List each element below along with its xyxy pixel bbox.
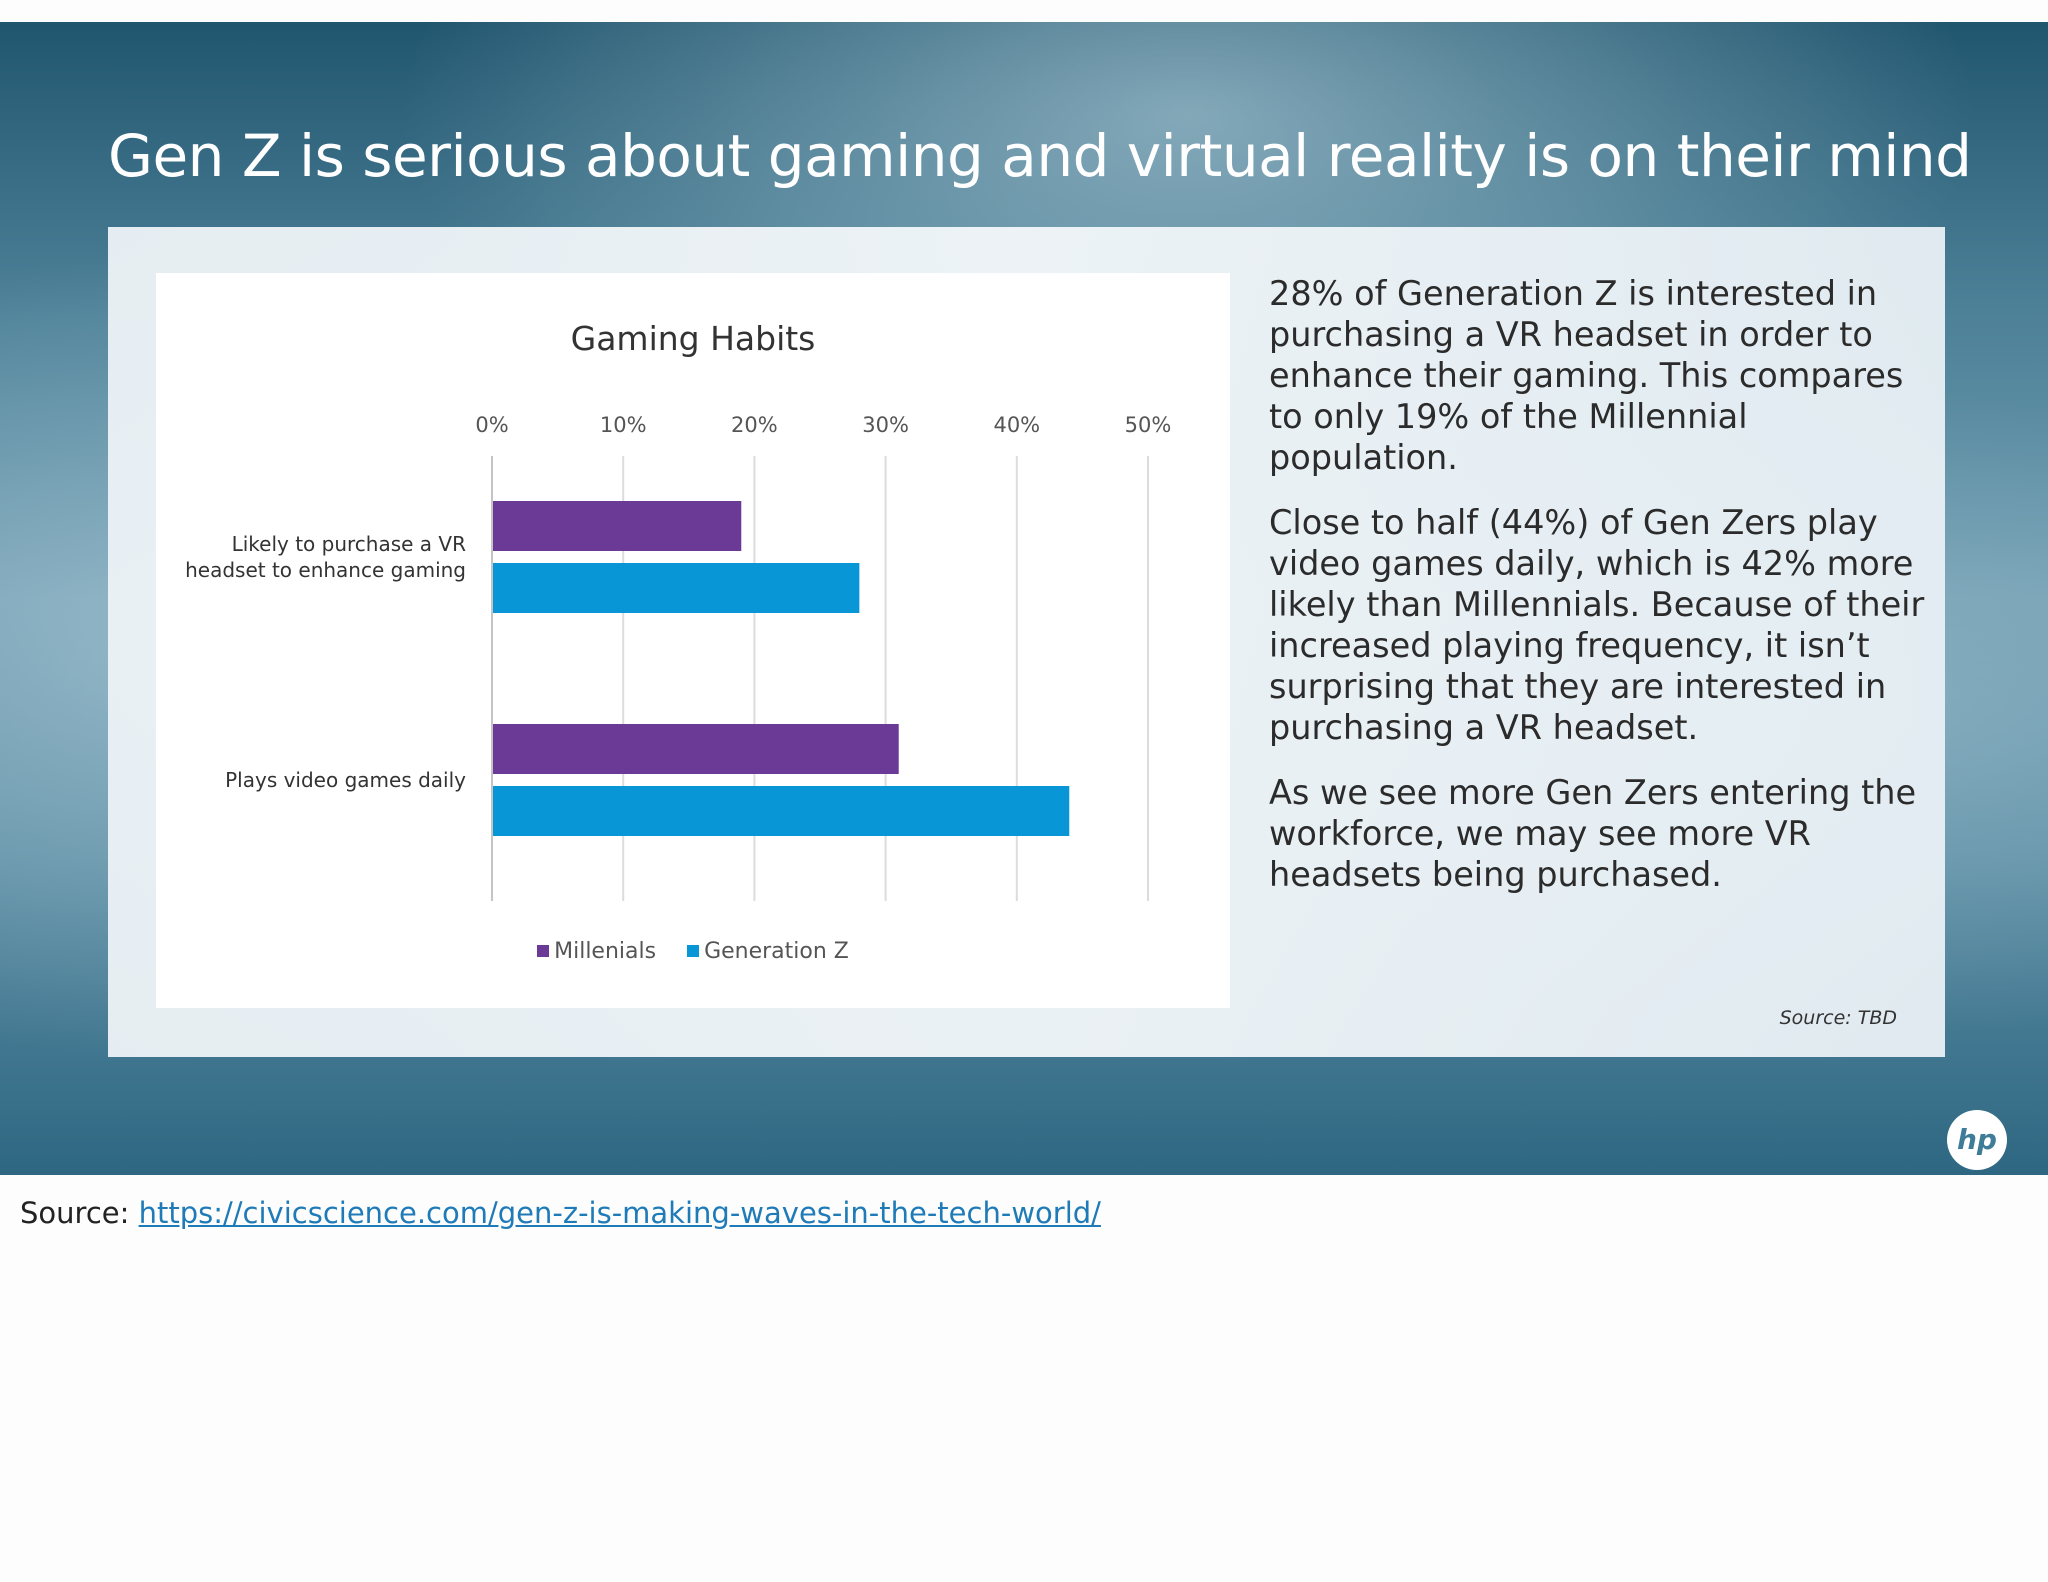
- x-tick-label: 40%: [993, 413, 1041, 437]
- x-tick-label: 20%: [731, 413, 778, 437]
- chart-plot-area: [491, 456, 1149, 901]
- panel-source-note: Source: TBD: [1779, 1007, 1897, 1029]
- bar-millenials: [493, 501, 742, 551]
- commentary-paragraph-2: Close to half (44%) of Gen Zers play vid…: [1269, 503, 1925, 747]
- x-tick-label: 10%: [599, 413, 647, 437]
- legend-item-generation-z: Generation Z: [687, 939, 849, 964]
- bar-generation-z: [493, 563, 860, 613]
- category-label-line: Likely to purchase a VR: [231, 532, 466, 556]
- category-label: Plays video games daily: [166, 767, 466, 793]
- slide: Gen Z is serious about gaming and virtua…: [0, 22, 2048, 1175]
- x-tick-label: 30%: [862, 413, 909, 437]
- commentary-paragraph-3: As we see more Gen Zers entering the wor…: [1269, 773, 1917, 894]
- category-label: Likely to purchase a VR headset to enhanc…: [166, 531, 466, 583]
- legend-swatch-millenials: [537, 945, 550, 957]
- x-tick-label: 50%: [1124, 413, 1172, 437]
- category-label-line: headset to enhance gaming: [185, 558, 466, 582]
- chart-legend: Millenials Generation Z: [156, 939, 1230, 964]
- category-label-line: Plays video games daily: [225, 768, 466, 792]
- legend-item-millenials: Millenials: [537, 939, 656, 964]
- bar-millenials: [493, 724, 899, 774]
- content-panel: Gaming Habits 0% 10% 20% 30% 40% 50% Likely t…: [108, 227, 1945, 1057]
- page-source: Source: https://civicscience.com/gen-z-i…: [20, 1196, 1101, 1230]
- page-source-label: Source:: [20, 1196, 130, 1230]
- hp-logo-text: hp: [1957, 1123, 1997, 1156]
- chart-title: Gaming Habits: [570, 319, 816, 358]
- commentary-paragraph-1: 28% of Generation Z is interested in pur…: [1269, 274, 1904, 477]
- x-tick-label: 0%: [475, 413, 509, 437]
- legend-swatch-generation-z: [687, 945, 700, 957]
- slide-title: Gen Z is serious about gaming and virtua…: [108, 122, 1972, 190]
- commentary-text: 28% of Generation Z is interested in pur…: [1269, 273, 1929, 919]
- legend-label-millenials: Millenials: [554, 939, 657, 964]
- chart: Gaming Habits 0% 10% 20% 30% 40% 50% Likely t…: [156, 273, 1230, 1008]
- source-link[interactable]: https://civicscience.com/gen-z-is-making…: [138, 1196, 1101, 1230]
- hp-logo-icon: hp: [1947, 1110, 2007, 1170]
- bar-generation-z: [493, 786, 1070, 836]
- legend-label-generation-z: Generation Z: [704, 939, 849, 964]
